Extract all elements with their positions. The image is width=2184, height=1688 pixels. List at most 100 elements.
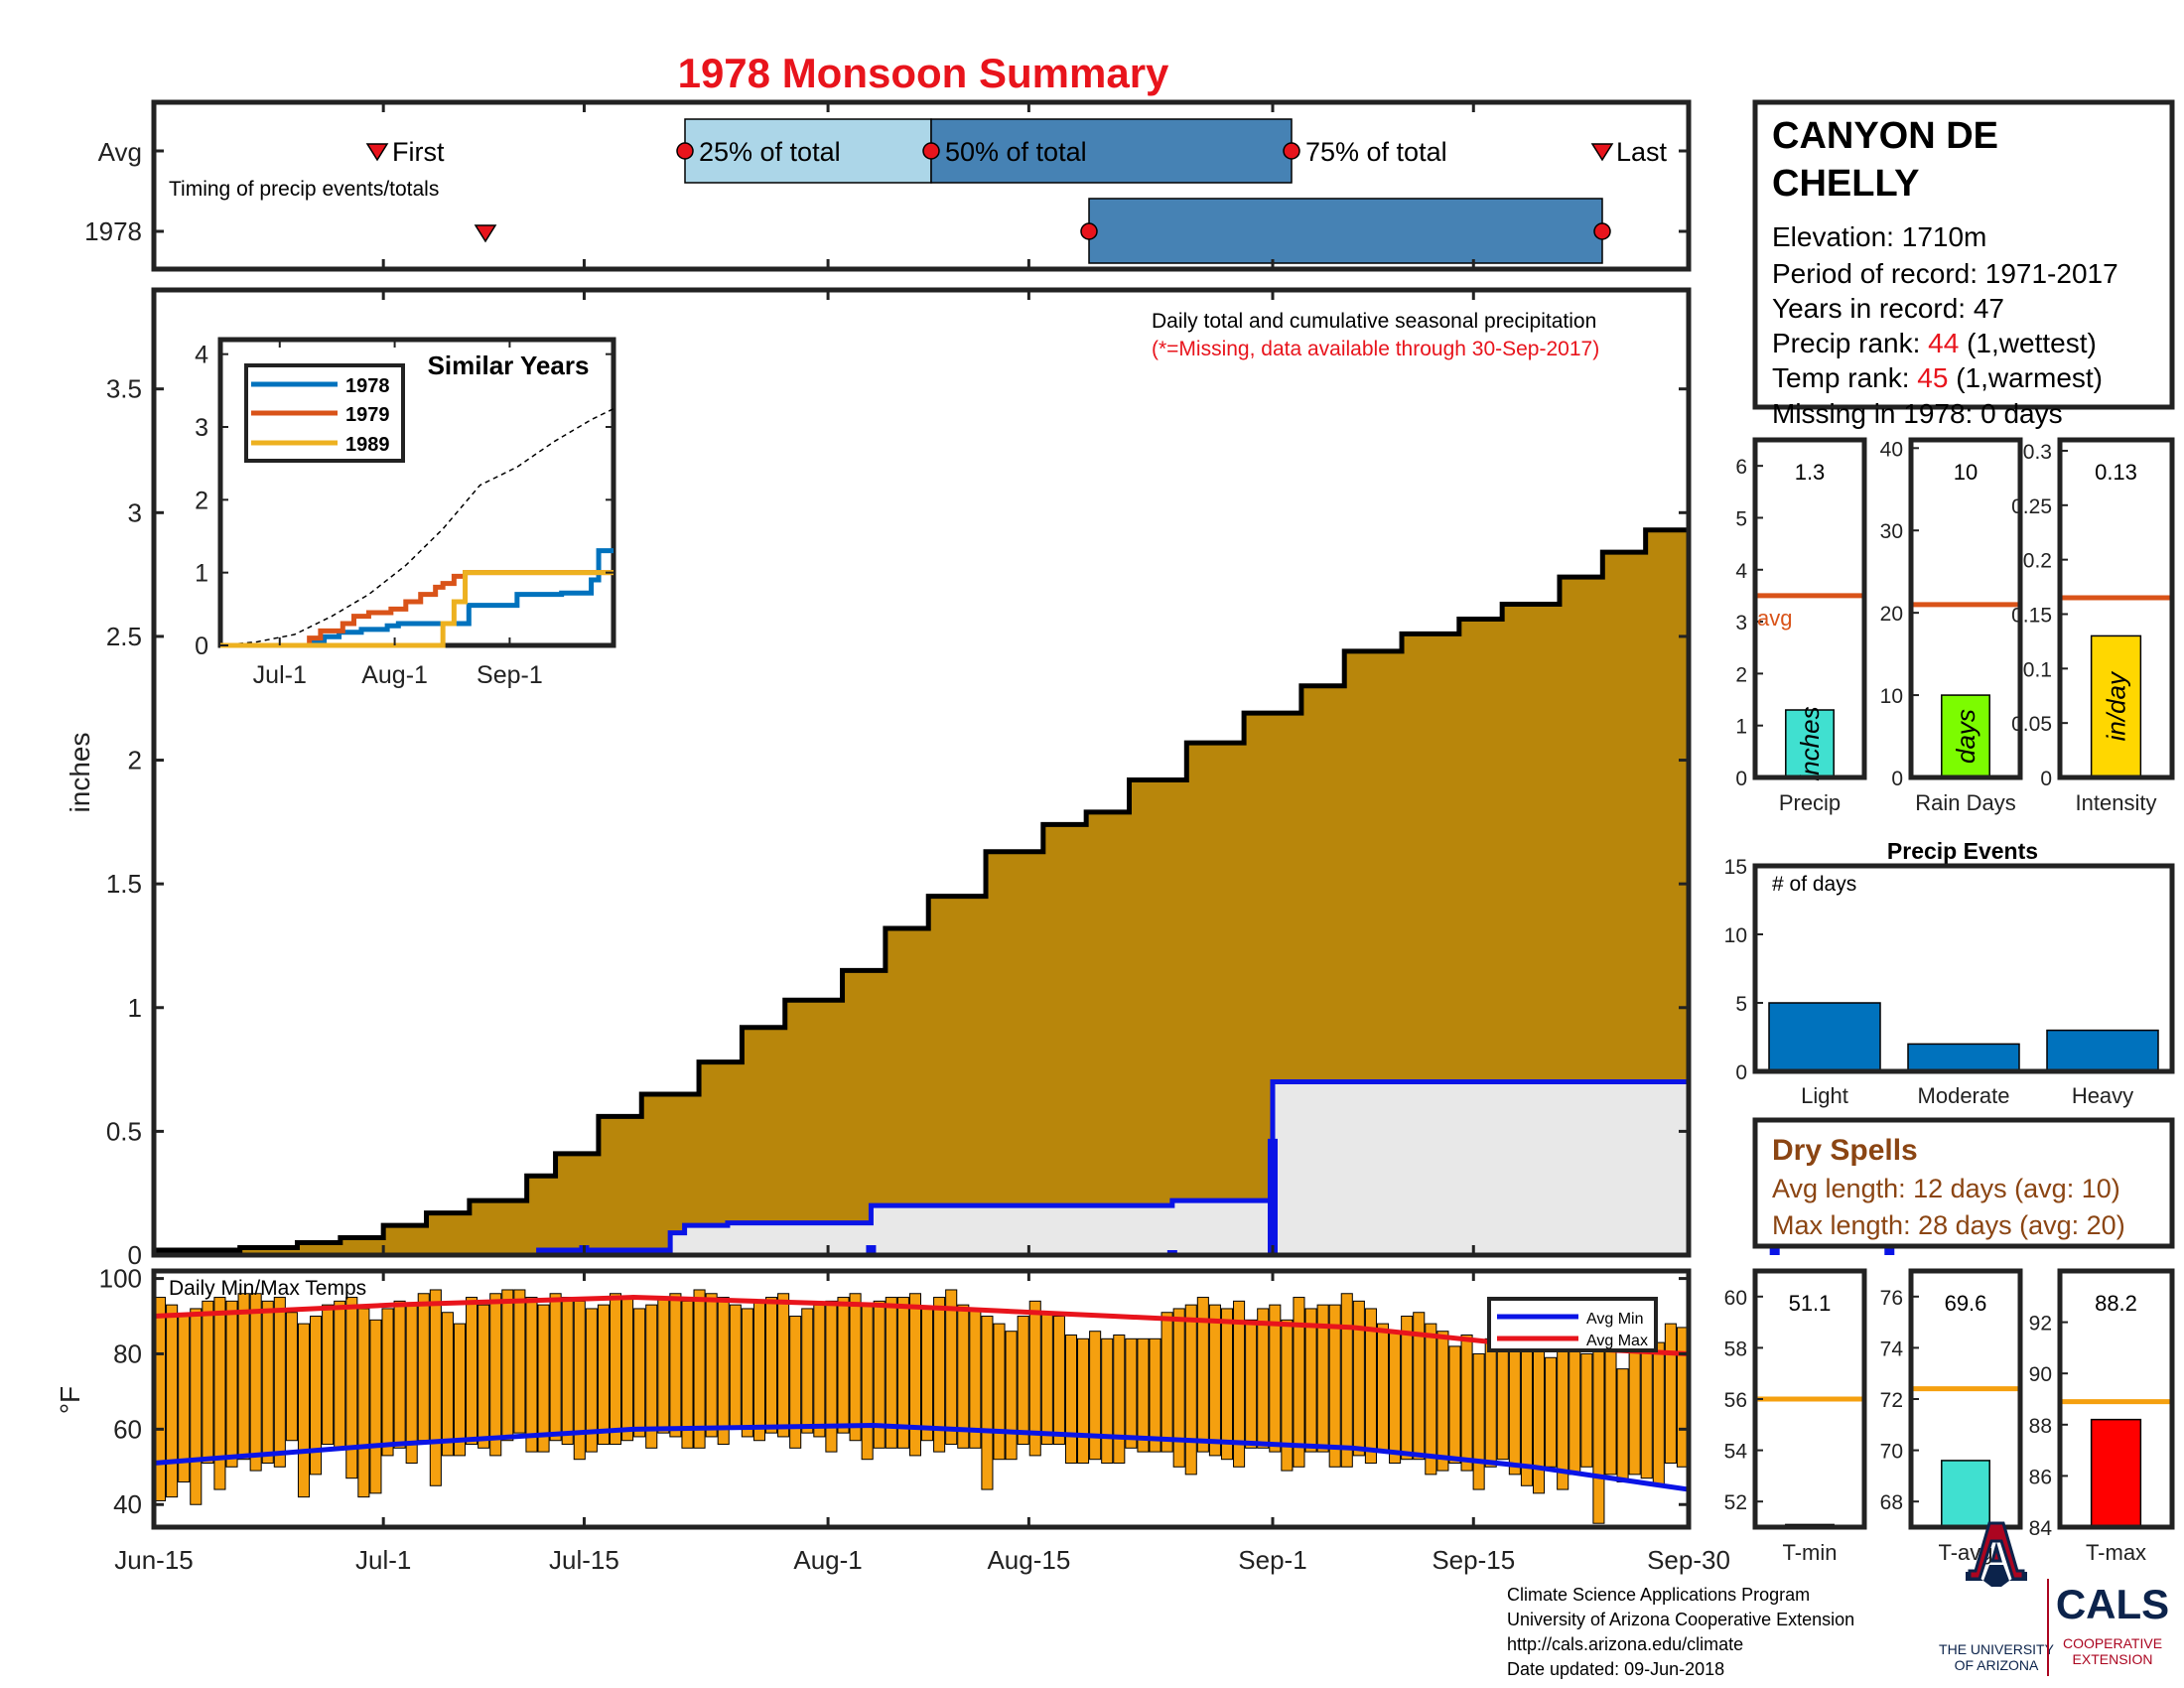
temp-range-bar	[1652, 1341, 1665, 1486]
temp-range-bar	[1460, 1335, 1473, 1472]
temp-range-bar	[597, 1304, 610, 1446]
footer: Climate Science Applications Program Uni…	[1507, 1521, 2169, 1679]
temp-range-bar	[573, 1300, 586, 1461]
inset-ytick-label: 0	[195, 633, 208, 660]
temp-range-bar	[190, 1308, 203, 1505]
temp-range-bar	[513, 1289, 526, 1434]
events-ytick-label: 15	[1724, 856, 1747, 879]
precip-mini-unit: inches	[1795, 706, 1825, 780]
temp-range-bar	[1328, 1304, 1341, 1468]
temp-range-bar	[549, 1293, 562, 1442]
mini-bar-panels: inches 0 1 2 3 4 5 6 1.3 Precip avg days 0 10 20 30 40 10…	[1735, 437, 2175, 815]
cals-wordmark: CALS	[2056, 1581, 2169, 1627]
uofa-text-2: OF ARIZONA	[1955, 1657, 2039, 1673]
temp-range-bar	[225, 1300, 238, 1468]
date-tick-label: Jul-15	[549, 1545, 619, 1575]
temp-range-bar	[1592, 1349, 1605, 1524]
temp-range-bar	[1557, 1345, 1570, 1490]
temp-range-bar	[693, 1289, 706, 1449]
precip-ytick-label: 1.5	[106, 869, 142, 899]
tmax-mini: 84 86 88 90 92 88.2 T-max	[2029, 1268, 2175, 1565]
temps-frame	[151, 1268, 1692, 1530]
temp-range-bar	[981, 1316, 994, 1490]
events-bar	[1768, 1002, 1881, 1072]
temp-range-bar	[1340, 1293, 1353, 1468]
temps-y-axis: 40 60 80 100	[99, 1264, 1689, 1519]
temp-range-bar	[1220, 1308, 1234, 1461]
temp-range-bar	[1569, 1337, 1581, 1476]
precip-ytick-label: 1	[128, 993, 142, 1023]
events-category-label: Light	[1801, 1083, 1848, 1108]
temp-range-bar	[1137, 1337, 1150, 1453]
cumulative-precip-area	[154, 413, 1689, 1256]
temp-range-bar	[849, 1293, 862, 1442]
temp-range-bar	[478, 1304, 490, 1449]
last-marker-year	[1593, 222, 1611, 240]
inset-average-line	[219, 407, 614, 646]
temps-panel-label: Daily Min/Max Temps	[169, 1277, 366, 1300]
dry-spells-max: Max length: 28 days (avg: 20)	[1772, 1210, 2125, 1240]
uofa-logo: THE UNIVERSITY OF ARIZONA	[1939, 1521, 2055, 1673]
timing-ticks	[152, 102, 1691, 269]
temp-range-bar	[1125, 1337, 1138, 1449]
temps-ytick-label: 40	[113, 1489, 142, 1519]
timing-frame	[151, 99, 1692, 272]
temp-range-bar	[908, 1293, 921, 1457]
temp-range-bar	[381, 1308, 394, 1457]
tavg-mini-ytick-label: 76	[1880, 1287, 1903, 1310]
timing-row-label-avg: Avg	[98, 137, 142, 167]
q50-label: 50% of total	[945, 137, 1087, 167]
temp-range-bar	[537, 1304, 550, 1453]
temp-rank-text: Temp rank: 45 (1,warmest)	[1772, 362, 2103, 393]
tmin-mini-ytick-label: 56	[1724, 1389, 1747, 1412]
events-category-label: Moderate	[1918, 1083, 2010, 1108]
tmin-mini-ytick-label: 58	[1724, 1337, 1747, 1360]
temp-range-bar	[1196, 1297, 1209, 1453]
temp-range-bar	[261, 1300, 274, 1464]
temps-legend-box	[1487, 1297, 1658, 1352]
tavg-mini-ytick-label: 72	[1880, 1389, 1903, 1412]
tavg-mini-bar	[1941, 1460, 1990, 1528]
temp-range-bar	[1281, 1319, 1294, 1472]
temp-range-bar	[717, 1297, 730, 1446]
raindays-mini-ytick-label: 20	[1880, 603, 1903, 626]
intensity-mini-unit: in/day	[2102, 670, 2131, 741]
temp-range-bar	[1028, 1300, 1041, 1457]
inset-ytick-label: 3	[195, 414, 208, 442]
tmax-mini-ytick-label: 92	[2029, 1313, 2052, 1336]
temp-range-bar	[1508, 1341, 1521, 1476]
tmax-mini-ytick-label: 90	[2029, 1363, 2052, 1386]
date-tick-label: Sep-30	[1647, 1545, 1730, 1575]
uofa-a-mark	[1966, 1565, 2027, 1587]
inset-xtick-label: Jul-1	[253, 661, 307, 689]
legend-avg-max-label: Avg Max	[1586, 1333, 1648, 1349]
temp-range-bar	[1113, 1335, 1126, 1464]
q50-marker-avg	[922, 142, 940, 160]
temp-range-bar	[1520, 1335, 1533, 1486]
dry-spells-box: Dry Spells Avg length: 12 days (avg: 10)…	[1752, 1117, 2175, 1249]
temp-range-bar	[202, 1300, 214, 1464]
temp-range-bar	[1293, 1297, 1305, 1468]
legend-1978-label: 1978	[345, 375, 390, 397]
temp-range-bar	[933, 1297, 946, 1453]
intensity-mini-ytick-label: 0.25	[2011, 495, 2052, 518]
precip-ytick-label: 3	[128, 497, 142, 527]
temp-range-bar	[1005, 1331, 1018, 1461]
temp-range-bar	[1425, 1323, 1437, 1476]
intensity-mini: in/day 0 0.05 0.1 0.15 0.2 0.25 0.3 0.13 Intensit…	[2011, 437, 2175, 815]
tmin-mini-ytick-label: 60	[1724, 1287, 1747, 1310]
events-ytick-label: 5	[1735, 993, 1747, 1016]
precip-subtitle: Daily total and cumulative seasonal prec…	[1152, 310, 1596, 333]
tavg-mini-value: 69.6	[1945, 1291, 1987, 1316]
temp-range-bar	[896, 1297, 909, 1449]
events-title: Precip Events	[1887, 838, 2038, 864]
precip-y-axis: 0 0.5 1 1.5 2 2.5 3 3.5	[106, 374, 1689, 1270]
raindays-mini-label: Rain Days	[1915, 790, 2015, 815]
first-marker-year	[474, 224, 497, 243]
cumulative-precip-outline	[154, 413, 1692, 1253]
precip-ylabel: inches	[65, 733, 95, 813]
timing-row-label-year: 1978	[84, 216, 142, 246]
temp-range-bar	[429, 1289, 442, 1486]
